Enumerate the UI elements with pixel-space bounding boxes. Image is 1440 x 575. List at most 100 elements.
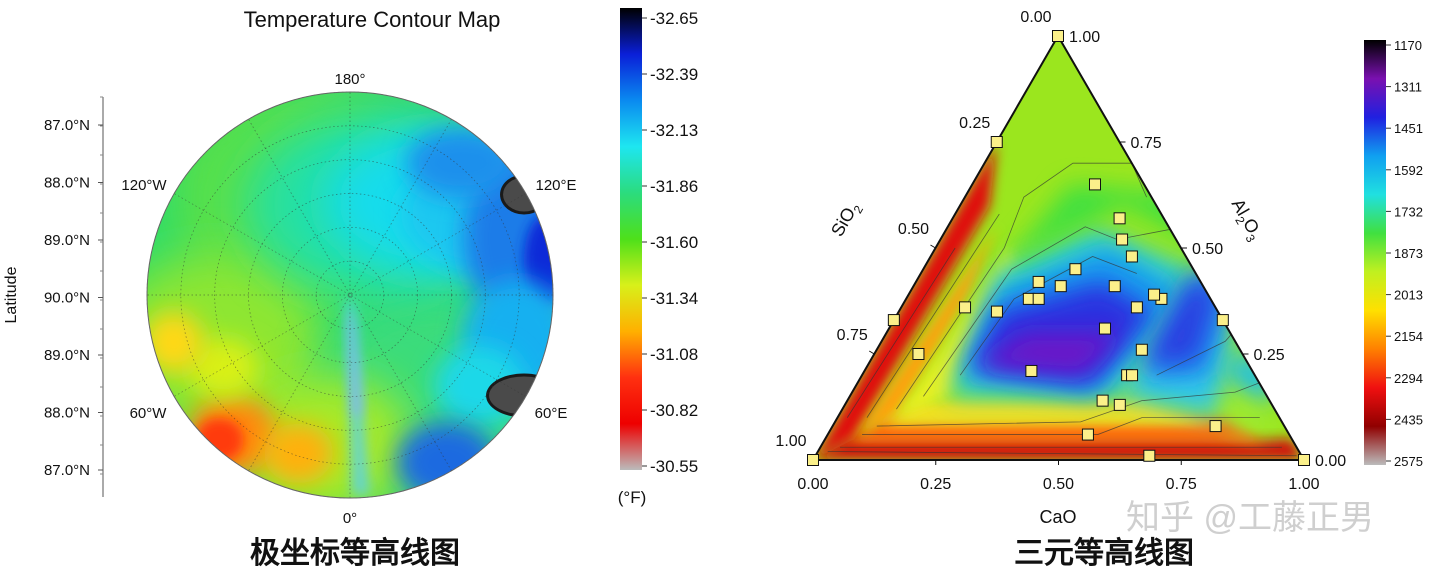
ternary-tick-label-cao: 0.50 bbox=[1043, 476, 1074, 493]
contour-region bbox=[463, 153, 553, 324]
ternary-data-point bbox=[1125, 250, 1138, 263]
contour-region bbox=[348, 315, 362, 415]
contour-region bbox=[1141, 281, 1216, 367]
ternary-data-point bbox=[1209, 420, 1222, 433]
latitude-tick-label: 88.0°N bbox=[44, 405, 90, 422]
polar-contour-field bbox=[147, 92, 553, 498]
ternary-data-point bbox=[1298, 454, 1310, 466]
ternary-data-point bbox=[1052, 30, 1064, 42]
ternary-tick-label-al2o3: 0.25 bbox=[1254, 347, 1285, 364]
contour-line bbox=[827, 451, 1297, 457]
polar-colorbar-tick-label: -31.34 bbox=[650, 289, 698, 308]
svg-text:SiO2: SiO2 bbox=[827, 198, 866, 242]
ternary-data-point bbox=[1135, 343, 1148, 356]
ternary-colorbar-tick-label: 1451 bbox=[1394, 121, 1423, 136]
ternary-data-point bbox=[959, 301, 972, 314]
ternary-data-point bbox=[1148, 288, 1161, 301]
polar-colorbar-unit: (°F) bbox=[618, 488, 647, 507]
angle-label-60w: 60°W bbox=[130, 405, 168, 422]
ternary-colorbar-tick-label: 2013 bbox=[1394, 288, 1423, 303]
contour-region bbox=[857, 226, 997, 435]
angle-label-180: 180° bbox=[334, 71, 365, 88]
polar-colorbar-tick-label: -30.55 bbox=[650, 457, 698, 476]
contour-line bbox=[866, 213, 1000, 418]
ternary-colorbar-tick-label: 2435 bbox=[1394, 412, 1423, 427]
ternary-data-point bbox=[1025, 364, 1038, 377]
polar-grid-circle bbox=[281, 226, 419, 364]
ternary-tick-label-al2o3: 0.50 bbox=[1192, 241, 1223, 258]
ternary-data-point bbox=[1096, 394, 1109, 407]
contour-line bbox=[862, 417, 1260, 435]
polar-title: Temperature Contour Map bbox=[244, 7, 501, 32]
ternary-colorbar-gradient bbox=[1364, 40, 1386, 465]
polar-colorbar-tick-label: -32.39 bbox=[650, 65, 698, 84]
contour-region bbox=[1220, 349, 1280, 410]
polar-colorbar: -32.65 -32.39 -32.13 -31.86 -31.60 -31.34 -31.… bbox=[618, 8, 698, 507]
ternary-tick-label-sio2: 0.50 bbox=[898, 221, 929, 238]
contour-region bbox=[195, 417, 244, 462]
ternary-data-point bbox=[1216, 314, 1229, 327]
ternary-tick-label-sio2: 0.00 bbox=[1020, 9, 1051, 26]
contour-region bbox=[1220, 392, 1277, 439]
polar-colorbar-tick-label: -32.65 bbox=[650, 9, 698, 28]
contour-region bbox=[974, 332, 1123, 376]
ternary-data-point bbox=[1089, 178, 1101, 191]
polar-grid-circle bbox=[214, 159, 486, 431]
ternary-chart: 0.00 0.25 0.50 0.75 1.00 0.00 0.25 0.50 0.75 1.00… bbox=[775, 9, 1422, 571]
ternary-data-point bbox=[912, 348, 925, 360]
ternary-tick-label-cao: 0.25 bbox=[920, 476, 951, 493]
angle-label-0: 0° bbox=[343, 510, 357, 527]
ternary-colorbar-tick-label: 1170 bbox=[1394, 38, 1422, 53]
ternary-data-point bbox=[1098, 322, 1111, 335]
ternary-axis-title-al2o3: Al2O3 bbox=[1224, 195, 1267, 245]
ternary-data-point bbox=[990, 136, 1003, 148]
latitude-axis-label: Latitude bbox=[3, 266, 20, 323]
ternary-data-point bbox=[1069, 263, 1082, 276]
contour-line bbox=[846, 247, 956, 418]
angle-label-120e: 120°E bbox=[535, 177, 576, 194]
ternary-colorbar-tick-label: 2575 bbox=[1394, 454, 1423, 469]
ternary-data-point bbox=[1054, 280, 1067, 293]
ternary-tick-sio2 bbox=[930, 244, 936, 249]
latitude-tick-label: 87.0°N bbox=[44, 117, 90, 134]
ternary-colorbar-tick-label: 1732 bbox=[1394, 204, 1423, 219]
contour-region bbox=[147, 312, 204, 373]
ternary-data-point bbox=[1032, 275, 1045, 288]
ternary-colorbar-tick-label: 2154 bbox=[1394, 329, 1423, 344]
latitude-tick-label: 89.0°N bbox=[44, 232, 90, 249]
ternary-tick-label-al2o3: 1.00 bbox=[1069, 29, 1100, 46]
ternary-contour-field bbox=[813, 36, 1304, 460]
ternary-axis-title-cao: CaO bbox=[1039, 507, 1076, 527]
ternary-data-point bbox=[887, 314, 900, 327]
ternary-tick-label-sio2: 0.75 bbox=[837, 327, 868, 344]
watermark: 知乎 @工藤正男 bbox=[1126, 499, 1374, 537]
ternary-data-point bbox=[1032, 292, 1045, 305]
ternary-data-point bbox=[1108, 280, 1121, 293]
ternary-data-point bbox=[990, 305, 1003, 318]
polar-chart: Temperature Contour Map 87.0°N 88.0°N 89.0… bbox=[3, 7, 698, 571]
contour-line bbox=[876, 374, 1280, 427]
svg-text:Al2O3: Al2O3 bbox=[1224, 195, 1267, 245]
ternary-colorbar-tick-label: 1592 bbox=[1394, 163, 1423, 178]
contour-region bbox=[263, 423, 334, 484]
polar-colorbar-tick-label: -31.08 bbox=[650, 345, 698, 364]
ternary-tick-label-al2o3: 0.75 bbox=[1131, 135, 1162, 152]
latitude-tick-label: 90.0°N bbox=[44, 290, 90, 307]
ternary-colorbar-tick-label: 1311 bbox=[1394, 80, 1422, 95]
right-caption: 三元等高线图 bbox=[1014, 536, 1194, 571]
ternary-tick-label-sio2: 0.25 bbox=[959, 115, 990, 132]
ternary-tick-label-cao: 0.00 bbox=[797, 476, 828, 493]
ternary-data-point bbox=[1126, 369, 1139, 382]
ternary-tick-label-cao: 0.75 bbox=[1166, 476, 1197, 493]
latitude-tick-label: 88.0°N bbox=[44, 175, 90, 192]
ternary-data-point bbox=[1081, 428, 1094, 441]
ternary-data-point bbox=[1130, 301, 1143, 314]
latitude-axis: 87.0°N 88.0°N 89.0°N 90.0°N 89.0°N 88.0°N 87.0… bbox=[3, 96, 104, 497]
contour-line bbox=[959, 256, 1137, 376]
ternary-data-point bbox=[807, 454, 819, 466]
latitude-tick-label: 87.0°N bbox=[44, 462, 90, 479]
polar-colorbar-tick-label: -32.13 bbox=[650, 121, 698, 140]
polar-colorbar-gradient bbox=[620, 8, 642, 470]
ternary-data-point bbox=[1116, 233, 1129, 246]
